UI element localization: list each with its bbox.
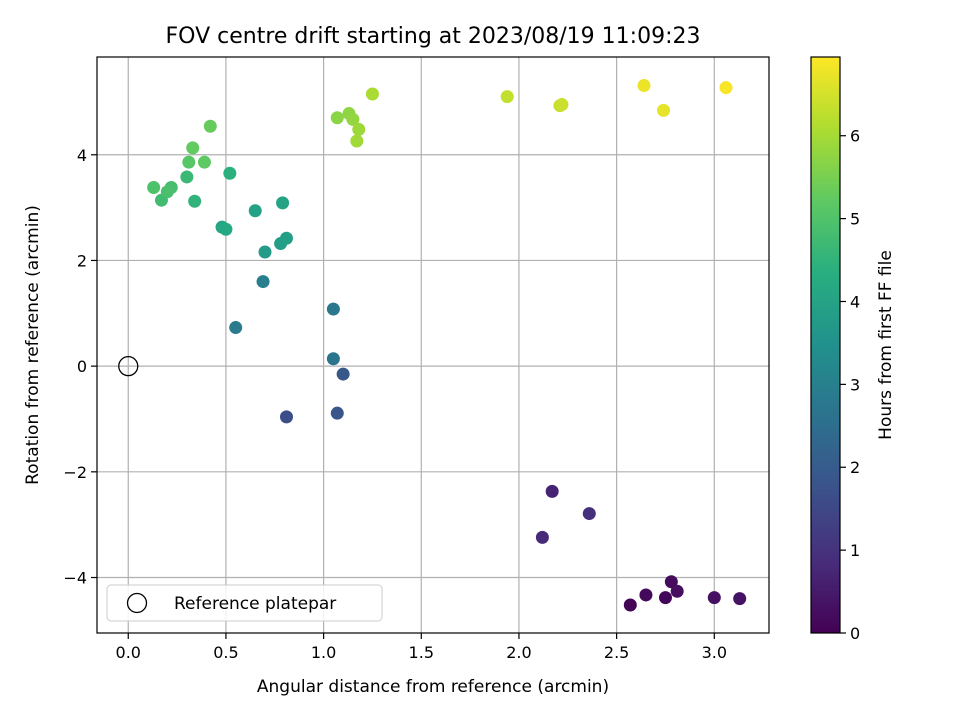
colorbar-tick-label: 0 [850, 624, 860, 643]
scatter-point [555, 98, 569, 112]
scatter-point [336, 367, 350, 381]
scatter-point [279, 410, 293, 424]
scatter-point [160, 185, 174, 199]
y-axis-ticks: −4 −2 0 2 4 [63, 146, 97, 588]
x-tick-label: 1.5 [409, 643, 434, 662]
scatter-point [326, 352, 340, 366]
scatter-point [707, 591, 721, 605]
scatter-point [719, 81, 733, 95]
x-tick-label: 0.0 [116, 643, 141, 662]
scatter-points [147, 79, 747, 612]
scatter-point [326, 302, 340, 316]
colorbar-tick-label: 3 [850, 375, 860, 394]
reference-platepar-marker [118, 355, 139, 377]
scatter-point [256, 275, 270, 289]
scatter-point [330, 111, 344, 125]
scatter-point [545, 484, 559, 498]
scatter-point [229, 321, 243, 335]
plot-area-frame [96, 56, 770, 634]
x-axis-ticks: 0.0 0.5 1.0 1.5 2.0 2.5 3.0 [116, 633, 727, 662]
x-tick-label: 1.0 [311, 643, 336, 662]
legend: Reference platepar [106, 584, 383, 622]
scatter-point [330, 406, 344, 420]
x-axis-label: Angular distance from reference (arcmin) [257, 677, 609, 697]
scatter-point [637, 79, 651, 93]
colorbar: 0 1 2 3 4 5 6 Hours from first FF file [810, 56, 896, 643]
scatter-point [279, 231, 293, 245]
y-tick-label: 2 [77, 251, 87, 270]
y-axis-label: Rotation from reference (arcmin) [23, 205, 43, 485]
scatter-point [223, 166, 237, 180]
colorbar-ticks: 0 1 2 3 4 5 6 [840, 127, 860, 643]
colorbar-tick-label: 5 [850, 210, 860, 229]
scatter-point [182, 155, 196, 169]
colorbar-tick-label: 6 [850, 127, 860, 146]
scatter-point [147, 181, 161, 195]
x-tick-label: 3.0 [702, 643, 727, 662]
scatter-point [500, 90, 514, 104]
scatter-point [346, 112, 360, 126]
scatter-point [658, 591, 672, 605]
x-tick-label: 0.5 [213, 643, 238, 662]
legend-label: Reference platepar [174, 594, 336, 614]
y-tick-label: −2 [63, 463, 87, 482]
scatter-point [276, 196, 290, 210]
scatter-point [186, 141, 200, 155]
scatter-point [582, 507, 596, 521]
legend-marker-icon [126, 592, 148, 614]
colorbar-tick-label: 1 [850, 541, 860, 560]
y-tick-label: −4 [63, 569, 87, 588]
scatter-point [733, 592, 747, 606]
scatter-point [365, 87, 379, 101]
colorbar-tick-label: 4 [850, 292, 860, 311]
y-tick-label: 0 [77, 357, 87, 376]
chart-title: FOV centre drift starting at 2023/08/19 … [166, 24, 701, 49]
legend-box [106, 584, 383, 622]
scatter-point [188, 194, 202, 208]
scatter-point [258, 245, 272, 259]
scatter-point [248, 204, 262, 218]
scatter-point [180, 170, 194, 184]
colorbar-tick-label: 2 [850, 458, 860, 477]
y-tick-label: 4 [77, 146, 87, 165]
scatter-point [657, 103, 671, 117]
scatter-point [352, 122, 366, 136]
scatter-point [219, 222, 233, 236]
scatter-point [350, 134, 364, 148]
reference-marker [118, 355, 139, 377]
grid-lines [97, 57, 769, 633]
x-tick-label: 2.5 [604, 643, 629, 662]
scatter-point [535, 530, 549, 544]
scatter-point [197, 155, 211, 169]
x-tick-label: 2.0 [506, 643, 531, 662]
colorbar-frame [810, 56, 841, 634]
scatter-point [203, 119, 217, 133]
scatter-point [639, 588, 653, 602]
colorbar-label: Hours from first FF file [876, 250, 896, 440]
scatter-point [623, 598, 637, 612]
colorbar-gradient [811, 57, 840, 633]
scatter-point [670, 584, 684, 598]
scatter-point [664, 575, 678, 589]
